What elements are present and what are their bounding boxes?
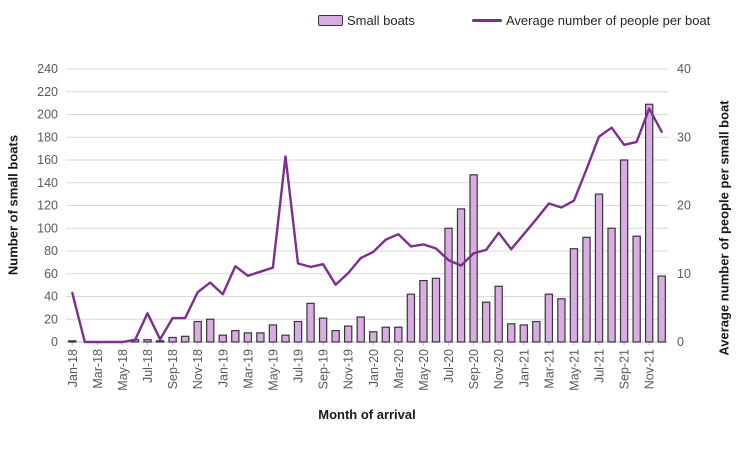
legend-item-average-line: Average number of people per boat (472, 13, 710, 28)
bar-Dec-21 (657, 275, 666, 343)
bar-Aug-20 (456, 208, 466, 343)
x-tick-label-Sep-20: Sep-20 (467, 349, 481, 389)
left-tick-label-0: 0 (51, 335, 58, 349)
legend-label-average-line: Average number of people per boat (506, 13, 711, 28)
right-tick-label-10: 10 (677, 267, 691, 281)
bar-Jul-20 (444, 227, 453, 343)
bar-Dec-20 (507, 323, 516, 343)
bar-Jul-19 (293, 320, 303, 343)
x-tick-label-Jul-19: Jul-19 (292, 349, 306, 383)
x-tick-label-Mar-21: Mar-21 (542, 349, 556, 389)
x-tick-label-Jul-18: Jul-18 (141, 349, 155, 383)
x-tick-label-Nov-20: Nov-20 (492, 349, 506, 389)
right-tick-label-0: 0 (677, 335, 684, 349)
bar-Aug-19 (306, 302, 315, 343)
x-tick-label-May-19: May-19 (266, 349, 280, 391)
left-tick-label-140: 140 (37, 176, 58, 190)
bar-Aug-21 (607, 227, 616, 343)
bar-Sep-18 (168, 336, 177, 343)
bar-Feb-20 (381, 326, 391, 343)
bar-Jan-21 (519, 324, 528, 343)
x-tick-label-Sep-21: Sep-21 (618, 349, 632, 389)
bar-Mar-21 (544, 293, 554, 343)
left-tick-label-180: 180 (37, 130, 58, 144)
x-tick-label-Nov-21: Nov-21 (643, 349, 657, 389)
bar-Oct-19 (331, 330, 340, 343)
bar-Jan-19 (218, 334, 227, 343)
bar-Mar-20 (394, 326, 403, 343)
x-tick-label-Jan-19: Jan-19 (216, 349, 230, 387)
bar-Jun-20 (431, 277, 441, 343)
left-tick-label-20: 20 (44, 312, 58, 326)
bar-Jun-19 (281, 334, 290, 343)
left-tick-label-120: 120 (37, 199, 58, 213)
x-tick-label-Mar-19: Mar-19 (241, 349, 255, 389)
x-axis-title: Month of arrival (318, 407, 416, 422)
bar-Feb-21 (532, 320, 541, 343)
bar-Apr-19 (256, 332, 265, 343)
right-tick-label-40: 40 (677, 62, 691, 76)
bar-May-19 (268, 324, 278, 343)
x-tick-label-Jan-21: Jan-21 (517, 349, 531, 387)
left-tick-label-160: 160 (37, 153, 58, 167)
x-tick-label-May-18: May-18 (116, 349, 130, 391)
bar-Sep-21 (619, 159, 629, 343)
bar-Sep-19 (318, 317, 328, 343)
x-tick-label-Mar-18: Mar-18 (91, 349, 105, 389)
left-tick-label-220: 220 (37, 85, 58, 99)
left-tick-label-80: 80 (44, 244, 58, 258)
bar-Jan-20 (369, 331, 378, 343)
bar-Jul-18 (143, 339, 152, 343)
x-tick-label-Sep-19: Sep-19 (317, 349, 331, 389)
right-tick-label-30: 30 (677, 130, 691, 144)
bar-Jun-21 (582, 236, 591, 343)
bar-May-20 (419, 279, 428, 343)
bar-Dec-19 (356, 316, 365, 343)
x-tick-label-Jul-20: Jul-20 (442, 349, 456, 383)
left-axis-title: Number of small boats (5, 134, 21, 276)
bar-Jul-21 (594, 193, 604, 343)
bar-Aug-18 (155, 340, 165, 343)
left-tick-label-60: 60 (44, 267, 58, 281)
left-tick-label-40: 40 (44, 290, 58, 304)
x-tick-label-Jan-18: Jan-18 (66, 349, 80, 387)
bar-Nov-20 (494, 285, 503, 343)
left-tick-label-200: 200 (37, 108, 58, 122)
bar-Oct-20 (481, 301, 491, 343)
x-tick-label-Nov-19: Nov-19 (342, 349, 356, 389)
x-tick-label-Nov-18: Nov-18 (191, 349, 205, 389)
bar-Feb-19 (231, 330, 240, 343)
bar-May-21 (569, 248, 579, 343)
line-swatch-icon (472, 19, 502, 22)
bar-Sep-20 (469, 174, 478, 343)
bar-Nov-18 (193, 320, 202, 343)
legend-label-small-boats: Small boats (347, 13, 415, 28)
bar-Apr-20 (406, 293, 416, 343)
x-tick-label-Jan-20: Jan-20 (367, 349, 381, 387)
right-axis-title: Average number of people per small boat (716, 100, 732, 356)
left-tick-label-240: 240 (37, 62, 58, 76)
bar-Jan-18 (68, 340, 77, 343)
average-people-per-boat-line (71, 107, 663, 344)
legend-item-small-boats: Small boats (318, 13, 415, 28)
left-tick-label-100: 100 (37, 221, 58, 235)
x-tick-label-Jul-21: Jul-21 (593, 349, 607, 383)
bar-swatch-icon (318, 15, 343, 26)
x-tick-label-May-20: May-20 (417, 349, 431, 391)
bar-Dec-18 (206, 318, 215, 343)
x-tick-label-Sep-18: Sep-18 (166, 349, 180, 389)
bar-Nov-21 (644, 103, 654, 343)
bar-Nov-19 (343, 325, 353, 343)
bar-Mar-19 (243, 332, 253, 343)
bar-Oct-18 (180, 335, 190, 343)
bar-Oct-21 (632, 235, 641, 343)
right-tick-label-20: 20 (677, 199, 691, 213)
x-tick-label-May-21: May-21 (567, 349, 581, 391)
bar-Apr-21 (557, 298, 566, 343)
x-tick-label-Mar-20: Mar-20 (392, 349, 406, 389)
